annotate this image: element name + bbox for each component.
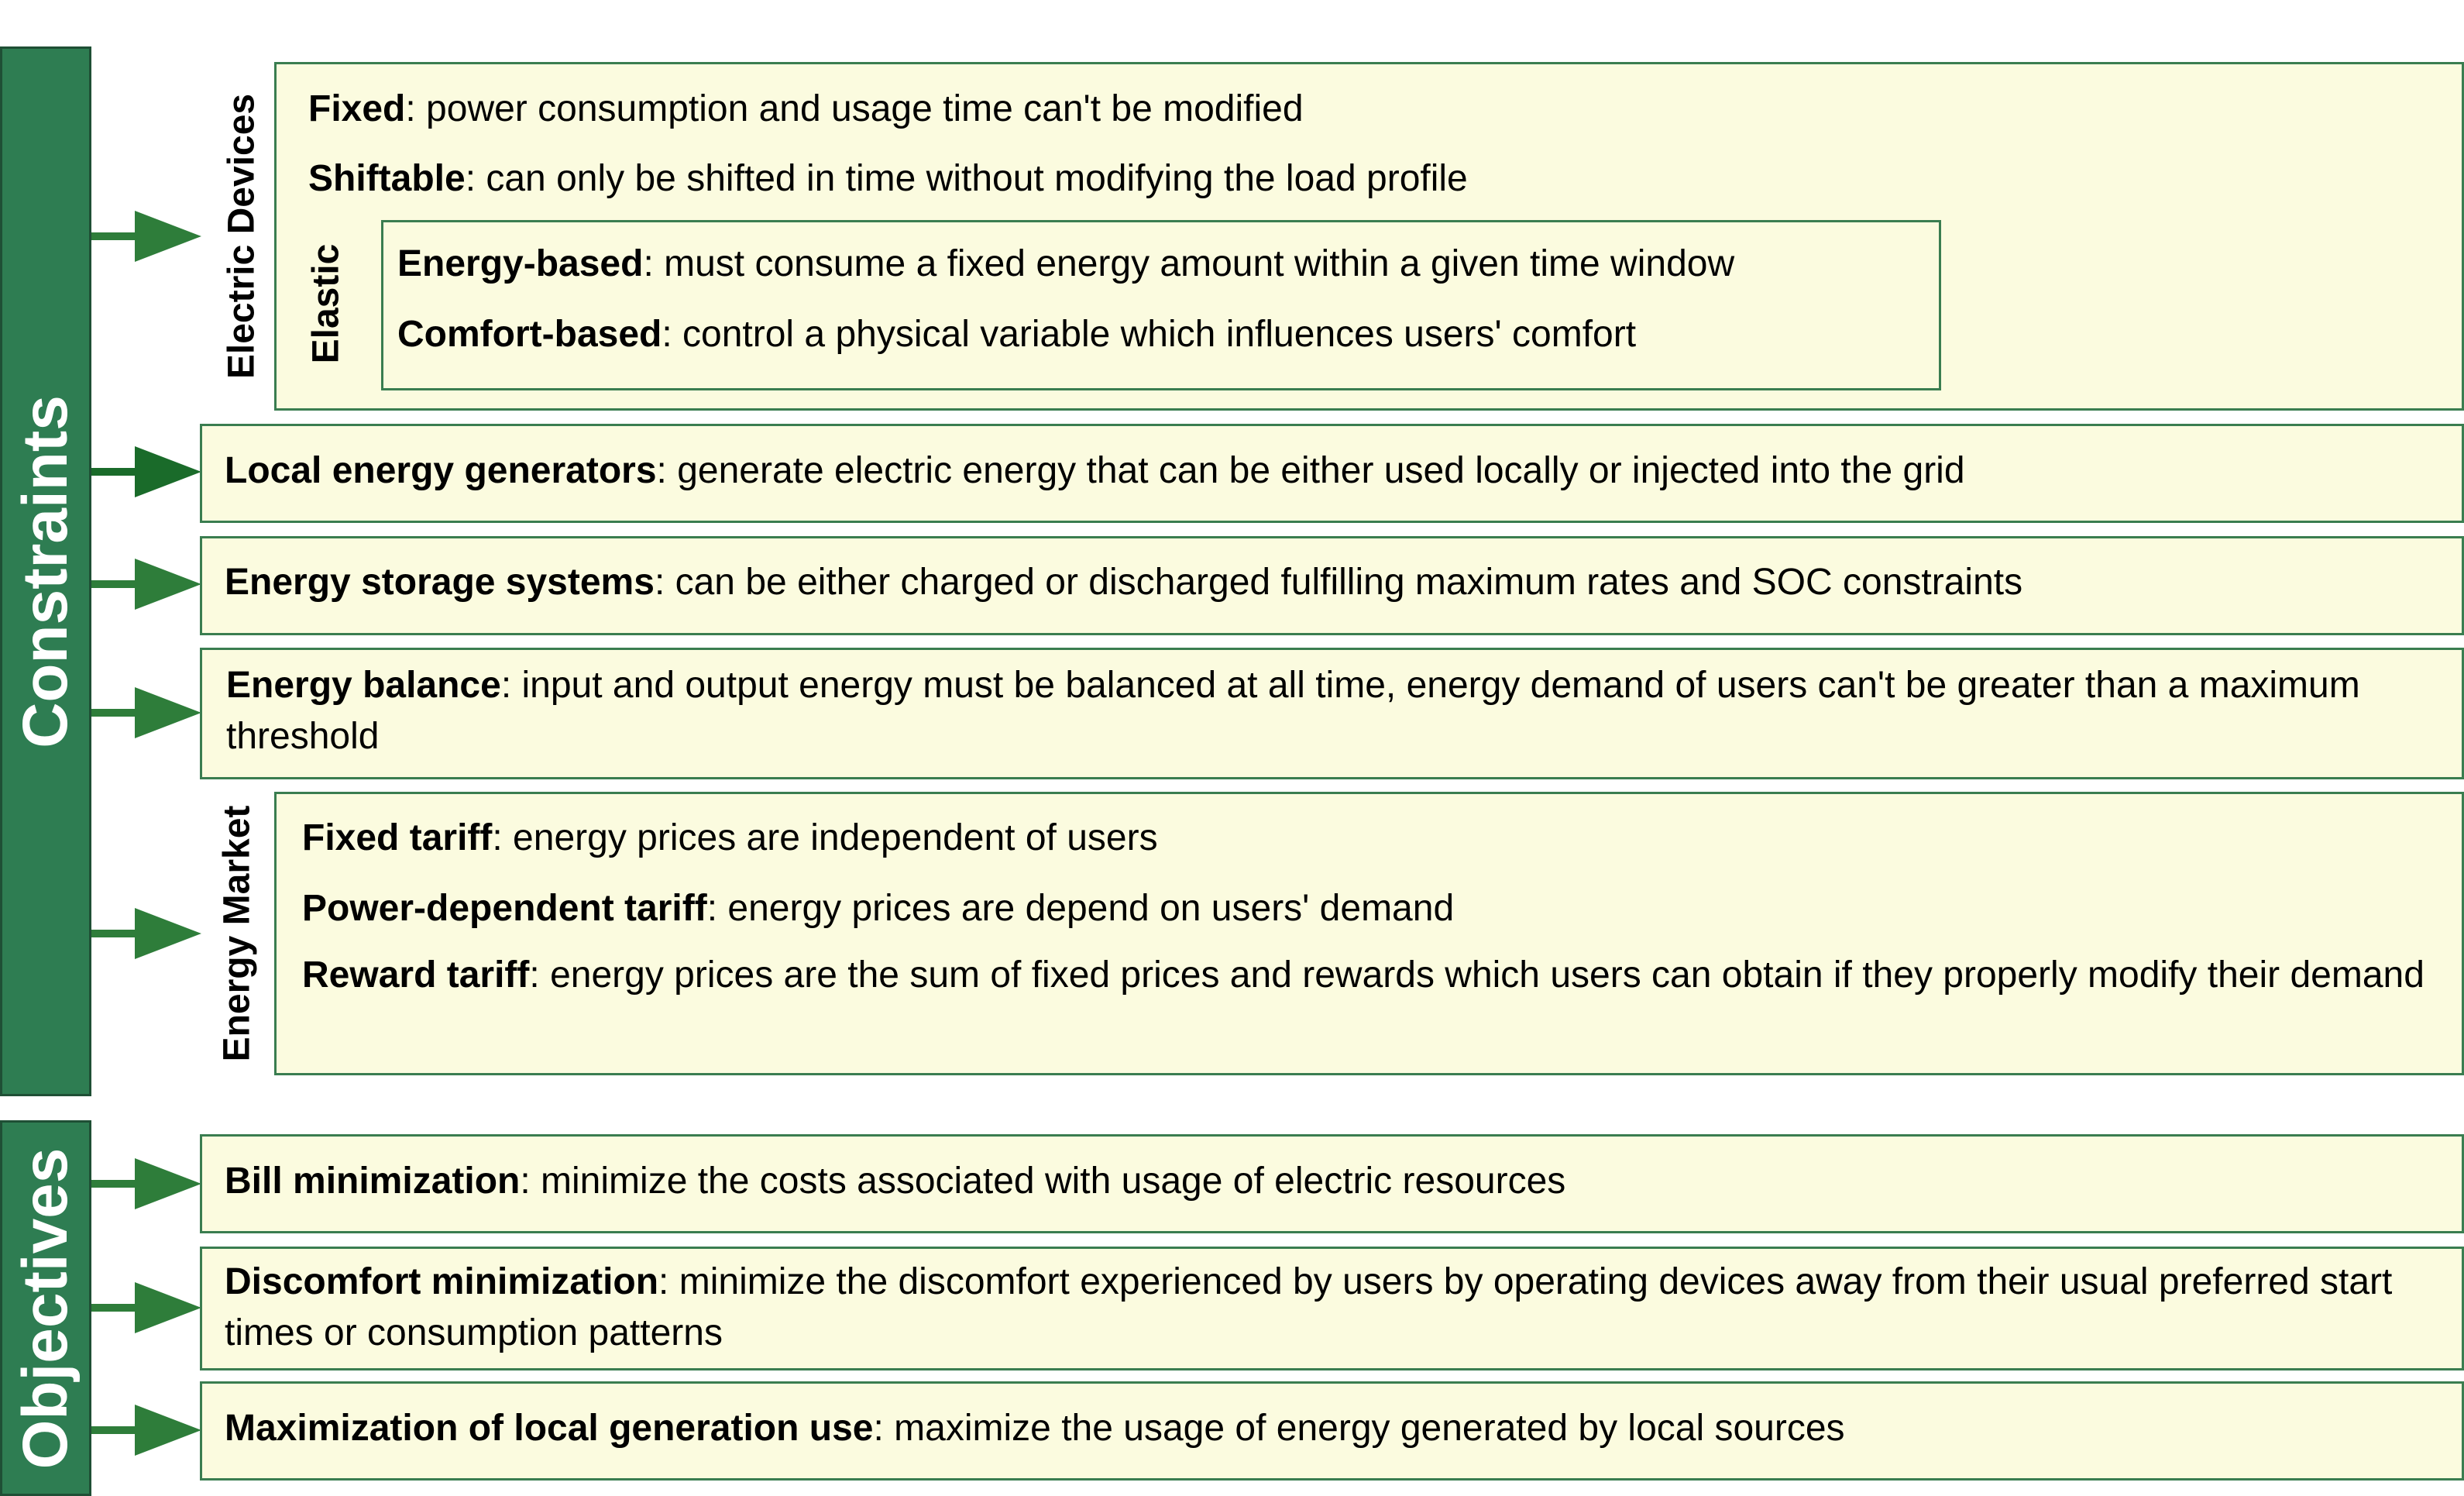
shiftable-desc: : can only be shifted in time without mo… (465, 158, 1468, 199)
bill-desc: : minimize the costs associated with usa… (520, 1161, 1566, 1202)
electric-devices-label: Electric Devices (221, 93, 263, 380)
energy-based-term: Energy-based (397, 243, 644, 284)
arrow-local-generators (91, 446, 201, 497)
local-generation-row: Maximization of local generation use: ma… (225, 1403, 1845, 1454)
arrow-bill (91, 1158, 201, 1209)
local-generation-term: Maximization of local generation use (225, 1408, 874, 1449)
elastic-box (381, 220, 1941, 390)
reward-tariff-desc: : energy prices are the sum of fixed pri… (529, 954, 2424, 996)
discomfort-desc: : minimize the discomfort experienced by… (225, 1261, 2393, 1353)
discomfort-term: Discomfort minimization (225, 1261, 659, 1302)
power-tariff-term: Power-dependent tariff (302, 888, 707, 929)
fixed-tariff-row: Fixed tariff: energy prices are independ… (302, 813, 1158, 864)
energy-based-row: Energy-based: must consume a fixed energ… (397, 239, 1734, 290)
power-tariff-desc: : energy prices are depend on users' dem… (706, 888, 1455, 929)
objectives-label: Objectives (10, 1147, 81, 1469)
local-generators-term: Local energy generators (225, 450, 657, 491)
storage-row: Energy storage systems: can be either ch… (225, 557, 2022, 608)
balance-term: Energy balance (226, 665, 501, 706)
fixed-device-row: Fixed: power consumption and usage time … (308, 84, 1304, 135)
arrow-discomfort (91, 1282, 201, 1333)
energy-market-box (274, 792, 2464, 1075)
storage-box (200, 536, 2464, 635)
local-generators-box (200, 424, 2464, 523)
arrow-local-generation (91, 1405, 201, 1456)
arrows-layer (91, 211, 201, 1456)
fixed-term: Fixed (308, 88, 406, 129)
local-generators-desc: : generate electric energy that can be e… (656, 450, 1965, 491)
balance-box (200, 648, 2464, 779)
arrow-electric-devices (91, 211, 201, 262)
local-generation-desc: : maximize the usage of energy generated… (873, 1408, 1845, 1449)
constraints-sidebar: Constraints (0, 46, 91, 1096)
arrow-storage (91, 559, 201, 610)
shiftable-term: Shiftable (308, 158, 466, 199)
reward-tariff-row: Reward tariff: energy prices are the sum… (302, 950, 2448, 1001)
local-generation-box (200, 1381, 2464, 1481)
balance-desc: : input and output energy must be balanc… (226, 665, 2360, 757)
power-tariff-row: Power-dependent tariff: energy prices ar… (302, 883, 1454, 934)
elastic-label: Elastic (305, 243, 347, 364)
objectives-sidebar: Objectives (0, 1120, 91, 1496)
storage-desc: : can be either charged or discharged fu… (654, 562, 2023, 603)
comfort-based-desc: : control a physical variable which infl… (662, 314, 1637, 355)
local-generators-row: Local energy generators: generate electr… (225, 445, 1965, 497)
energy-market-label: Energy Market (216, 805, 258, 1062)
comfort-based-row: Comfort-based: control a physical variab… (397, 309, 1636, 360)
discomfort-box (200, 1247, 2464, 1370)
storage-term: Energy storage systems (225, 562, 655, 603)
arrow-balance (91, 687, 201, 738)
discomfort-row: Discomfort minimization: minimize the di… (225, 1257, 2440, 1359)
fixed-desc: : power consumption and usage time can't… (405, 88, 1304, 129)
bill-term: Bill minimization (225, 1161, 521, 1202)
energy-based-desc: : must consume a fixed energy amount wit… (643, 243, 1735, 284)
shiftable-device-row: Shiftable: can only be shifted in time w… (308, 153, 1468, 205)
comfort-based-term: Comfort-based (397, 314, 662, 355)
fixed-tariff-desc: : energy prices are independent of users (492, 817, 1158, 858)
balance-row: Energy balance: input and output energy … (226, 660, 2442, 762)
reward-tariff-term: Reward tariff (302, 954, 530, 996)
arrow-energy-market (91, 908, 201, 959)
fixed-tariff-term: Fixed tariff (302, 817, 493, 858)
constraints-label: Constraints (10, 394, 81, 748)
bill-box (200, 1134, 2464, 1233)
bill-row: Bill minimization: minimize the costs as… (225, 1156, 1565, 1207)
